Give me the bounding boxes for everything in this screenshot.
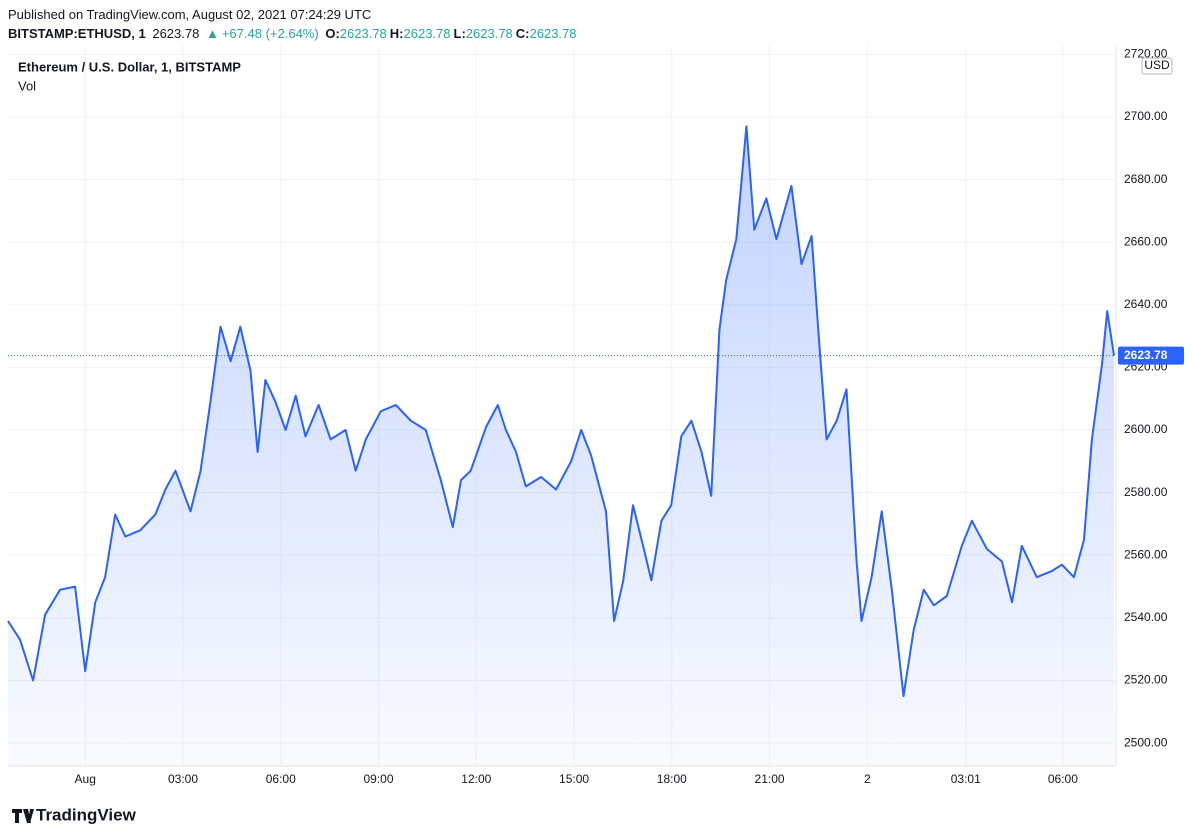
y-tick-label: 2540.00 <box>1124 610 1168 624</box>
x-tick-label: 03:00 <box>168 772 198 786</box>
y-tick-label: 2720.00 <box>1124 47 1168 61</box>
up-arrow: ▲ <box>205 26 219 41</box>
x-tick-label: 03:01 <box>951 772 981 786</box>
price-label-box <box>1118 346 1184 365</box>
ohlc-label: H: <box>389 26 404 41</box>
ohlc-value: 2623.78 <box>403 26 451 41</box>
y-tick-label: 2500.00 <box>1124 735 1168 749</box>
y-tick-label: 2580.00 <box>1124 485 1168 499</box>
x-tick-label: 09:00 <box>364 772 394 786</box>
ohlc: O:2623.78 H:2623.78 L:2623.78 C:2623.78 <box>325 26 579 41</box>
x-tick-label: 2 <box>864 772 871 786</box>
x-tick-label: 18:00 <box>657 772 687 786</box>
y-tick-label: 2700.00 <box>1124 109 1168 123</box>
ohlc-label: C: <box>515 26 530 41</box>
tradingview-logo <box>12 809 34 823</box>
y-tick-label: 2680.00 <box>1124 172 1168 186</box>
symbol-bar: BITSTAMP:ETHUSD, 1 2623.78 ▲ +67.48 (+2.6… <box>8 26 583 41</box>
price-label: 2623.78 <box>1124 348 1168 362</box>
legend-vol: Vol <box>18 78 36 93</box>
last-price: 2623.78 <box>152 26 200 41</box>
change: +67.48 (+2.64%) <box>221 26 319 41</box>
ohlc-label: L: <box>453 26 466 41</box>
x-tick-label: 12:00 <box>461 772 491 786</box>
x-tick-label: 15:00 <box>559 772 589 786</box>
x-tick-label: 06:00 <box>266 772 296 786</box>
ohlc-value: 2623.78 <box>465 26 513 41</box>
x-tick-label: 21:00 <box>755 772 785 786</box>
ohlc-label: O: <box>325 26 340 41</box>
price-area <box>8 126 1114 765</box>
y-tick-label: 2660.00 <box>1124 234 1168 248</box>
x-tick-label: 06:00 <box>1048 772 1078 786</box>
ohlc-value: 2623.78 <box>339 26 387 41</box>
y-tick-label: 2640.00 <box>1124 297 1168 311</box>
y-tick-label: 2600.00 <box>1124 422 1168 436</box>
y-tick-label: 2520.00 <box>1124 673 1168 687</box>
legend-title: Ethereum / U.S. Dollar, 1, BITSTAMP <box>18 59 241 74</box>
symbol: BITSTAMP:ETHUSD, 1 <box>8 26 146 41</box>
brand: TradingView <box>36 805 137 824</box>
ohlc-value: 2623.78 <box>529 26 577 41</box>
logo-mark <box>12 809 34 823</box>
price-line <box>7 125 1115 698</box>
currency: USD <box>1144 58 1170 72</box>
x-tick-label: Aug <box>75 772 96 786</box>
published: Published on TradingView.com, August 02,… <box>8 7 372 22</box>
currency-box <box>1141 57 1173 75</box>
y-tick-label: 2560.00 <box>1124 547 1168 561</box>
